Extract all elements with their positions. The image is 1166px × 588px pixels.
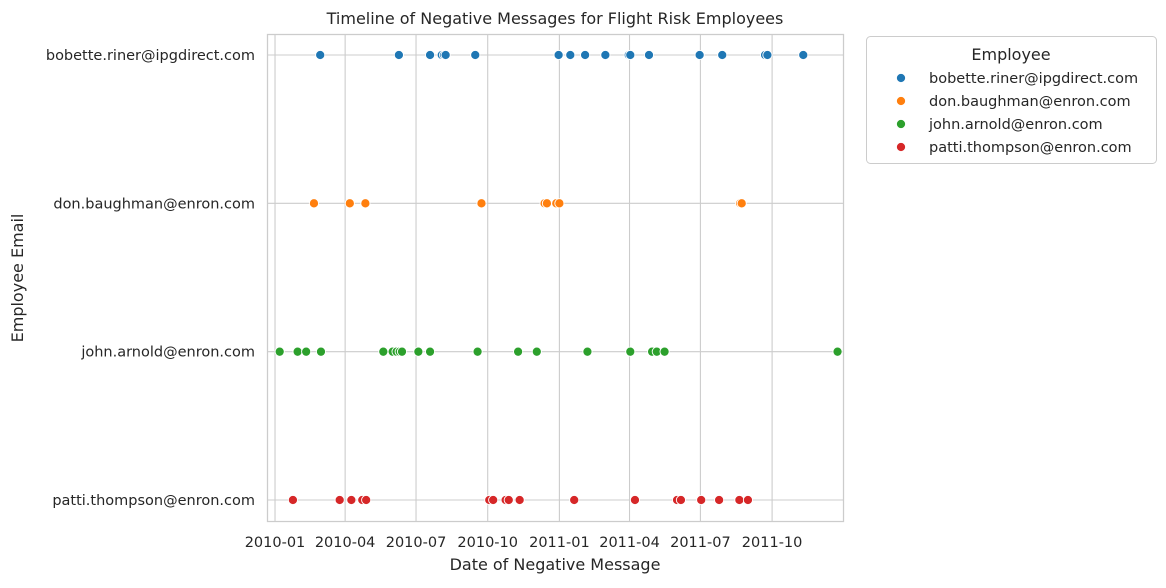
legend-entries: bobette.riner@ipgdirect.com don.baughman@…: [895, 71, 1138, 156]
data-point: [625, 49, 636, 61]
data-point: [425, 49, 436, 61]
y-tick-labels: bobette.riner@ipgdirect.com don.baughman@…: [46, 48, 255, 509]
plot-frame: [266, 33, 845, 523]
data-point: [360, 198, 371, 209]
data-point: [308, 198, 320, 209]
data-point: [378, 346, 389, 357]
data-point: [734, 494, 745, 506]
x-tick-label: 2011-04: [599, 535, 660, 551]
data-point: [659, 346, 670, 357]
data-point: [541, 198, 552, 209]
legend-label: patti.thompson@enron.com: [929, 140, 1132, 156]
data-point: [413, 346, 424, 357]
x-tick-label: 2011-10: [742, 535, 803, 551]
points-layer: [274, 49, 843, 506]
legend-marker: [895, 141, 907, 153]
y-tick-label: patti.thompson@enron.com: [52, 493, 255, 509]
y-tick-label: bobette.riner@ipgdirect.com: [46, 48, 255, 64]
data-point: [762, 49, 773, 61]
data-point: [569, 494, 580, 506]
legend-title: Employee: [971, 45, 1050, 64]
x-axis-label: Date of Negative Message: [450, 555, 661, 574]
data-point: [292, 346, 303, 357]
legend-label: john.arnold@enron.com: [928, 117, 1103, 133]
data-point: [736, 198, 747, 209]
x-tick-label: 2010-01: [245, 535, 306, 551]
data-point: [315, 346, 327, 357]
data-point: [476, 198, 487, 209]
x-tick-label: 2010-10: [457, 535, 518, 551]
data-point: [565, 49, 576, 61]
data-point: [625, 346, 636, 357]
data-point: [514, 494, 525, 506]
data-point: [393, 49, 404, 61]
data-point: [531, 346, 542, 357]
chart-title: Timeline of Negative Messages for Flight…: [326, 9, 784, 28]
data-point: [694, 49, 705, 61]
data-point: [675, 494, 686, 506]
x-tick-labels: 2010-01 2010-04 2010-07 2010-10 2011-01 2011-…: [245, 535, 803, 551]
data-point: [513, 346, 524, 357]
data-point: [488, 494, 499, 506]
x-tick-label: 2010-04: [315, 535, 376, 551]
data-point: [470, 49, 481, 61]
data-point: [554, 198, 565, 209]
y-axis-label: Employee Email: [8, 214, 27, 343]
data-point: [553, 49, 564, 61]
data-point: [287, 494, 298, 506]
data-point: [361, 494, 372, 506]
data-point: [472, 346, 483, 357]
data-point: [717, 49, 728, 61]
data-point: [629, 494, 641, 506]
x-tick-label: 2010-07: [386, 535, 447, 551]
data-point: [503, 494, 514, 506]
x-tick-label: 2011-07: [670, 535, 731, 551]
grid-layer: [268, 35, 843, 521]
y-tick-label: don.baughman@enron.com: [53, 196, 255, 212]
data-point: [315, 49, 326, 61]
legend-marker: [895, 118, 907, 130]
data-point: [274, 346, 285, 357]
data-point: [301, 346, 312, 357]
legend-marker: [895, 95, 907, 107]
data-point: [580, 49, 591, 61]
data-point: [600, 49, 611, 61]
data-point: [425, 346, 436, 357]
x-tick-label: 2011-01: [529, 535, 590, 551]
data-point: [396, 346, 408, 357]
data-point: [582, 346, 593, 357]
data-point: [643, 49, 655, 61]
data-point: [344, 198, 355, 209]
data-point: [334, 494, 345, 506]
data-point: [832, 346, 843, 357]
data-point: [714, 494, 725, 506]
legend-marker: [895, 72, 907, 84]
legend-label: bobette.riner@ipgdirect.com: [929, 71, 1138, 87]
data-point: [440, 49, 451, 61]
y-tick-label: john.arnold@enron.com: [80, 345, 255, 361]
legend: Employee bobette.riner@ipgdirect.com don.…: [866, 36, 1157, 164]
data-point: [696, 494, 707, 506]
legend-label: don.baughman@enron.com: [929, 94, 1131, 110]
data-point: [346, 494, 357, 506]
legend-box: [866, 36, 1157, 164]
data-point: [798, 49, 809, 61]
data-point: [742, 494, 753, 506]
